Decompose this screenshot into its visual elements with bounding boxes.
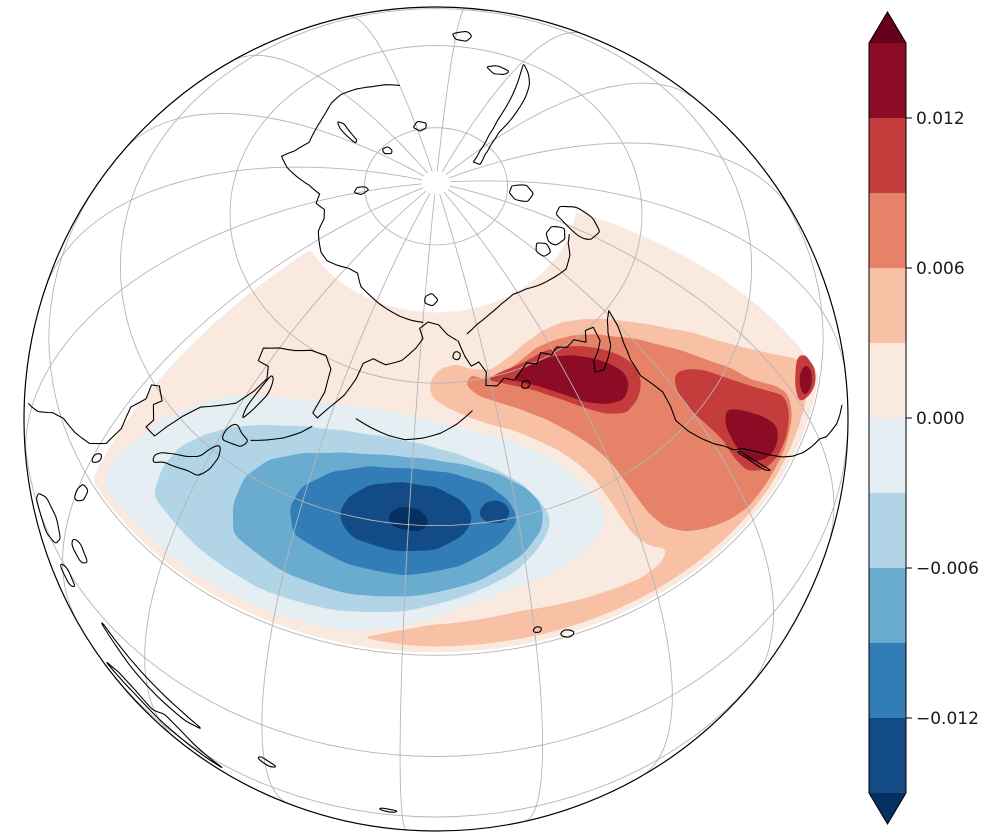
graticule-meridian-240 (447, 189, 774, 682)
coastline-severnaya-zemlya (353, 186, 369, 195)
colorbar-band (869, 193, 906, 269)
colorbar-tick-label: −0.012 (916, 709, 979, 729)
coastline-honshu (152, 445, 221, 476)
contour-band-pos-core-coast (725, 409, 778, 462)
graticule-meridian-0 (436, 7, 466, 172)
graticule-meridian-60 (127, 113, 425, 177)
coastline-hawaii (560, 629, 575, 638)
colorbar-band (869, 43, 906, 119)
coastline-baffin-island (555, 205, 600, 240)
coastline-banks-island (535, 242, 551, 257)
coastline-taiwan (91, 453, 103, 463)
coastline-svalbard (413, 121, 427, 132)
coastline-sakhalin (242, 375, 274, 419)
coastline-arctic-siberia (281, 155, 424, 323)
colorbar-tick-labels: 0.012 0.006 0.000 −0.006 −0.012 (916, 109, 979, 729)
coastline-wrangel (424, 293, 438, 307)
contour-band-neg-secondary-dot (479, 500, 510, 523)
graticule-parallel-60 (229, 45, 643, 384)
graticule-parallel-0 (24, 436, 848, 757)
coastline-borneo (36, 493, 61, 544)
graticule-meridian-20 (349, 15, 433, 172)
coastline-fiji (379, 807, 398, 813)
coastline-british-isles (452, 31, 472, 42)
colorbar-band (869, 643, 906, 719)
graticule-parallel-80 (364, 127, 508, 246)
coastline-kauai (532, 626, 542, 634)
graticule-meridian-220 (443, 192, 673, 775)
colorbar-tick-label: 0.000 (916, 409, 965, 429)
coastline-baja-california (737, 450, 771, 472)
coastline-mindanao (71, 538, 88, 564)
colorbar-outline (868, 11, 907, 825)
coastline-ellesmere (508, 184, 534, 202)
coastline-alaska-north-america-coast (457, 310, 843, 458)
colorbar-band (869, 568, 906, 644)
coastline-kodiak (521, 380, 531, 389)
graticule-parallel--20 (110, 672, 762, 818)
coastline-solomon-islands (257, 756, 277, 768)
coastline-asia-mainland (28, 321, 458, 445)
coastline-arctic-north-america (466, 233, 571, 335)
colorbar-tick-label: 0.006 (916, 259, 965, 279)
colorbar-extend-lower-triangle (869, 793, 906, 824)
coastline-victoria-island (545, 226, 566, 246)
graticule-meridian-80 (46, 166, 423, 285)
colorbar (868, 11, 912, 825)
graticule-meridian-180 (399, 194, 436, 831)
contour-layers (94, 212, 818, 653)
colorbar-extend-upper-triangle (869, 12, 906, 43)
coastline-kuril-chain (250, 425, 313, 441)
colorbar-band (869, 493, 906, 569)
coastline-st-lawrence-island (452, 351, 461, 361)
contour-band-pos-core-east (799, 366, 812, 395)
coastlines-layer (28, 31, 843, 813)
coastline-new-guinea (101, 622, 201, 729)
coastline-australia-north (106, 661, 223, 769)
graticule-meridian-260 (449, 185, 835, 539)
colorbar-tick-label: −0.006 (916, 559, 979, 579)
graticule-meridian-120 (62, 187, 424, 622)
graticule-meridian-160 (261, 193, 431, 804)
colorbar-tick-label: 0.012 (916, 109, 965, 129)
graticule-meridian-200 (439, 194, 544, 822)
graticule-parallel-20 (48, 179, 824, 656)
coastline-greenland (473, 64, 530, 165)
coastline-novaya-zemlya (337, 121, 358, 144)
graticule-meridian-40 (235, 54, 429, 174)
coastline-aleutian-chain (355, 410, 473, 441)
globe-outline (23, 6, 849, 832)
coastline-scandinavia-barents (281, 84, 401, 157)
coastline-franz-josef (382, 146, 393, 155)
graticule-meridian-280 (450, 180, 846, 374)
graticule-meridian-300 (448, 142, 792, 211)
colorbar-band (869, 118, 906, 194)
graticule-grid (24, 7, 848, 831)
colorbar-band (869, 418, 906, 494)
graticule-meridian-340 (441, 32, 581, 173)
colorbar-band (869, 343, 906, 419)
graticule-meridian-100 (25, 183, 422, 457)
coastline-luzon (74, 484, 89, 502)
contour-band-pos-core-gulf (514, 355, 629, 404)
graticule-parallel-40 (119, 8, 753, 527)
colorbar-band (869, 718, 906, 794)
coastline-iceland (486, 65, 509, 75)
coastline-hokkaido (222, 423, 248, 447)
coastline-sulawesi (60, 563, 75, 588)
colorbar-band (869, 268, 906, 344)
graticule-meridian-320 (445, 82, 694, 175)
